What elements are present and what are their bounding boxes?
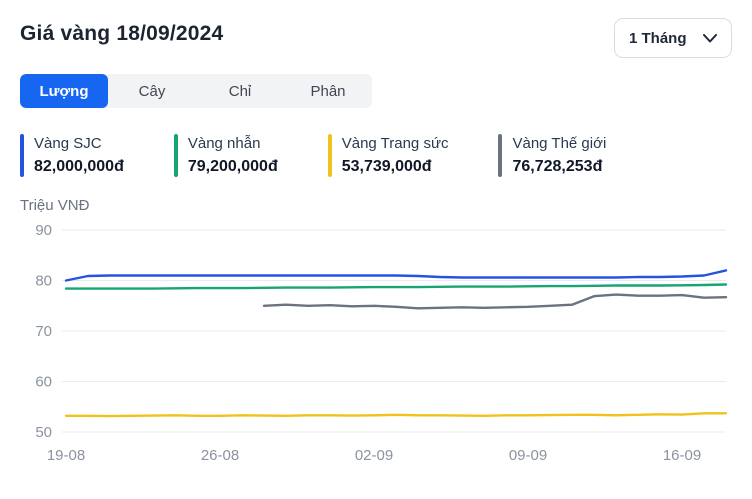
legend-color-bar xyxy=(20,134,24,177)
legend-value: 79,200,000đ xyxy=(187,158,278,175)
svg-text:16-09: 16-09 xyxy=(663,447,701,464)
period-dropdown-value: 1 Tháng xyxy=(629,29,687,47)
period-dropdown[interactable]: 1 Tháng xyxy=(614,18,732,58)
unit-tabs: Lượng Cây Chỉ Phân xyxy=(20,74,372,108)
legend-name: Vàng Thế giới xyxy=(512,135,607,152)
chart-area: 90 80 70 60 50 19-08 26-08 02-09 09-09 16-09 xyxy=(20,216,732,468)
svg-text:19-08: 19-08 xyxy=(47,447,85,464)
legend-item-sjc: Vàng SJC 82,000,000đ xyxy=(20,134,124,177)
legend-value: 76,728,253đ xyxy=(512,158,603,175)
price-chart: 90 80 70 60 50 19-08 26-08 02-09 09-09 16-09 xyxy=(35,222,728,464)
page-title: Giá vàng 18/09/2024 xyxy=(20,22,224,45)
header: Giá vàng 18/09/2024 1 Tháng xyxy=(20,18,732,58)
svg-text:60: 60 xyxy=(35,374,52,391)
tab-cay[interactable]: Cây xyxy=(108,74,196,108)
tab-luong[interactable]: Lượng xyxy=(20,74,108,108)
svg-text:02-09: 02-09 xyxy=(355,447,393,464)
svg-text:50: 50 xyxy=(35,424,52,441)
legend-name: Vàng SJC xyxy=(34,135,102,152)
legend-color-bar xyxy=(498,134,503,177)
legend-item-nhan: Vàng nhẫn 79,200,000đ xyxy=(173,134,278,177)
svg-text:09-09: 09-09 xyxy=(509,447,547,464)
svg-text:90: 90 xyxy=(35,222,52,239)
legend: Vàng SJC 82,000,000đ Vàng nhẫn 79,200,00… xyxy=(20,134,732,177)
legend-name: Vàng nhẫn xyxy=(187,135,261,152)
legend-value: 82,000,000đ xyxy=(34,158,124,175)
tab-phan[interactable]: Phân xyxy=(284,74,372,108)
svg-text:80: 80 xyxy=(35,273,52,290)
legend-item-trang-suc: Vàng Trang sức 53,739,000đ xyxy=(327,134,449,177)
svg-text:70: 70 xyxy=(35,323,52,340)
y-axis-title: Triệu VNĐ xyxy=(20,197,90,214)
svg-text:26-08: 26-08 xyxy=(201,447,239,464)
chevron-down-icon xyxy=(703,33,717,42)
legend-color-bar xyxy=(173,134,178,177)
legend-color-bar xyxy=(327,134,332,177)
legend-value: 53,739,000đ xyxy=(341,158,432,175)
legend-name: Vàng Trang sức xyxy=(341,135,449,152)
tab-chi[interactable]: Chỉ xyxy=(196,74,284,108)
legend-item-the-gioi: Vàng Thế giới 76,728,253đ xyxy=(498,134,606,177)
